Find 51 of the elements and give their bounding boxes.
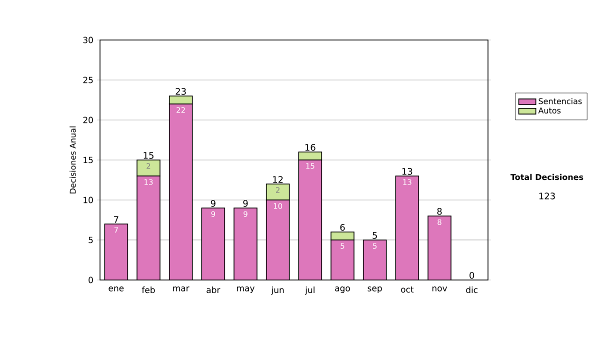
bar	[202, 208, 225, 280]
y-tick-label: 10	[84, 196, 93, 204]
total-label: 0	[470, 272, 474, 279]
bar	[396, 176, 419, 280]
bar	[234, 208, 258, 280]
legend-label: Autos	[538, 108, 561, 114]
text: Total Decisiones	[510, 174, 584, 180]
bar	[104, 224, 128, 280]
bar	[363, 240, 386, 280]
total-label: 6	[340, 224, 345, 231]
bar	[137, 176, 160, 280]
x-tick-label: may	[237, 286, 255, 294]
total-label: 7	[114, 216, 118, 223]
x-tick-label: sep	[368, 286, 382, 294]
bar	[136, 160, 160, 176]
total-label: 13	[402, 168, 412, 175]
bar	[266, 200, 290, 280]
y-tick-label: 20	[83, 116, 93, 124]
total-label: 12	[273, 176, 283, 183]
x-tick-label: abr	[206, 286, 220, 294]
y-tick-label: 5	[88, 236, 93, 244]
bar	[331, 240, 354, 280]
bar	[330, 232, 354, 240]
y-tick-label: 30	[83, 36, 93, 44]
x-tick-label: jul	[304, 286, 314, 295]
x-tick-label: ene	[108, 286, 124, 292]
total-label: 23	[176, 88, 186, 95]
x-tick-label: jun	[271, 286, 284, 295]
x-tick-label: oct	[401, 286, 414, 293]
x-tick-label: mar	[173, 286, 190, 292]
bar	[266, 184, 290, 200]
y-tick-label: 0	[88, 276, 93, 284]
x-tick-label: ago	[335, 286, 350, 294]
total-label: 16	[305, 144, 316, 151]
total-label: 9	[243, 200, 248, 207]
y-tick-label: 15	[84, 156, 93, 164]
total-label: 5	[372, 232, 377, 239]
legend-label: Sentencias	[538, 98, 582, 104]
text: 123	[539, 192, 555, 200]
total-label: 9	[210, 200, 216, 207]
x-tick-label: feb	[142, 286, 155, 294]
total-label: 15	[144, 152, 154, 159]
x-tick-label: nov	[432, 286, 448, 292]
bar	[428, 216, 452, 280]
y-tick-label: 25	[83, 76, 93, 84]
bar	[169, 104, 192, 280]
x-tick-label: dic	[466, 286, 478, 294]
y-axis-title: Decisiones Anual	[70, 126, 76, 194]
bar	[298, 160, 322, 280]
bar	[298, 152, 322, 160]
total-label: 8	[437, 208, 442, 215]
